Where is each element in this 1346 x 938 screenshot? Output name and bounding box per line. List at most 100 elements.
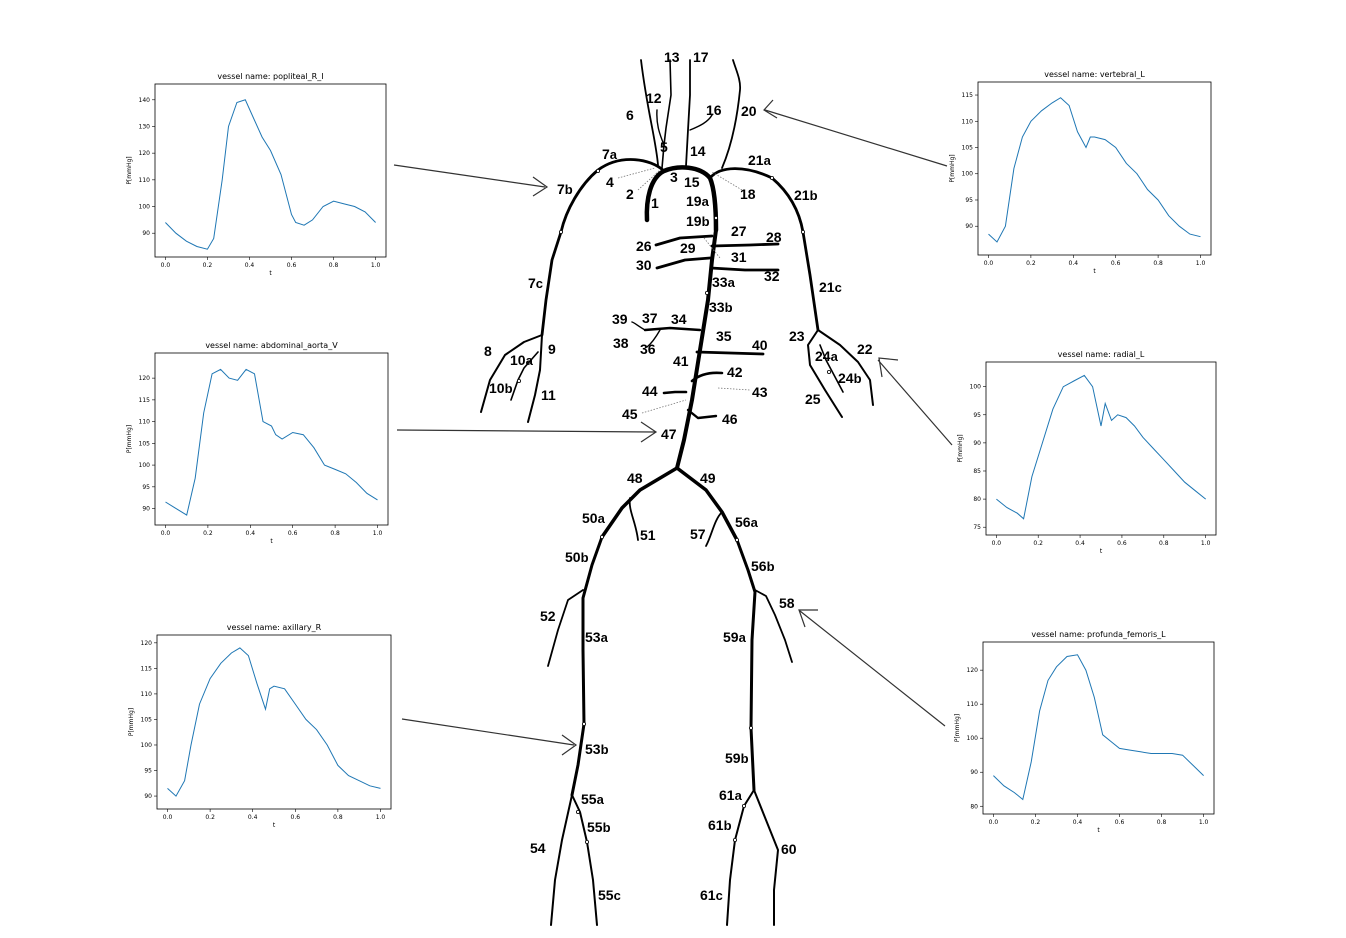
vessel-label-37: 37 [642,310,658,326]
pressure-plot: vessel name: popliteal_R_I 0.0 0.2 0.4 0.6 0.… [126,72,387,277]
vessel-branch-27 [710,242,780,248]
x-tick-label: 0.0 [984,260,994,267]
pressure-plot: vessel name: radial_L 0.0 0.2 0.4 0.6 0.8 1.0 7… [957,350,1217,555]
vessel-label-1: 1 [651,195,659,211]
vessel-right-femoral [570,535,604,797]
vessel-label-10a: 10a [510,352,534,368]
x-tick-label: 0.6 [287,262,297,269]
vessel-right-internal-iliac [628,497,639,541]
x-tick-label: 1.0 [1201,540,1211,547]
vessel-left-tibial-posterior [753,789,779,926]
vessel-left-femoral [735,538,757,792]
x-tick-label: 0.8 [330,530,340,537]
y-tick-label: 105 [141,716,153,723]
x-tick-label: 1.0 [373,530,383,537]
vessel-label-33b: 33b [709,299,733,315]
plot-frame [985,361,1217,536]
plot-title: vessel name: axillary_R [227,623,322,632]
x-tick-label: 0.2 [1031,819,1041,826]
leader-line [703,237,721,259]
plot-title: vessel name: abdominal_aorta_V [205,341,338,350]
node-marker [742,804,747,809]
y-axis-label: P[mmHg] [954,714,961,742]
vessel-label-36: 36 [640,341,656,357]
vessel-branch-42 [690,371,724,383]
node-marker [582,722,587,727]
y-tick-label: 120 [139,150,151,157]
arrow-vertebral [763,99,948,167]
x-tick-label: 0.4 [1073,819,1083,826]
x-tick-label: 0.2 [203,262,213,269]
vessel-label-21c: 21c [819,279,842,295]
vessel-label-21b: 21b [794,187,818,203]
vessel-label-53a: 53a [585,629,609,645]
vessel-left-vertebral [721,59,742,169]
x-tick-label: 0.4 [246,530,256,537]
x-tick-label: 0.8 [1157,819,1167,826]
x-tick-label: 0.6 [291,814,301,821]
vessel-label-7c: 7c [528,275,543,291]
vessel-aorta-thoracic [675,228,718,470]
y-tick-label: 95 [144,768,152,775]
vessel-label-35: 35 [716,328,732,344]
vessel-label-11: 11 [541,387,556,403]
y-axis-label: P[mmHg] [949,154,956,182]
pressure-curve [996,374,1207,520]
vessel-label-14: 14 [690,143,706,159]
x-axis-label: t [273,822,276,829]
y-tick-label: 100 [962,171,974,178]
plot-title: vessel name: popliteal_R_I [217,72,323,81]
vessel-label-46: 46 [722,411,738,427]
vessel-branch-34 [643,326,702,332]
x-axis-label: t [269,270,272,277]
y-tick-label: 115 [141,665,153,672]
x-tick-label: 0.0 [163,814,173,821]
y-tick-label: 90 [142,230,150,237]
vessel-label-16: 16 [706,102,722,118]
y-tick-label: 100 [139,462,151,469]
vessel-label-40: 40 [752,337,768,353]
plot-frame [156,634,392,810]
leader-line [717,387,751,391]
plot-title: vessel name: vertebral_L [1044,70,1145,79]
leader-line [637,169,661,191]
x-tick-label: 0.8 [329,262,339,269]
x-tick-label: 1.0 [376,814,386,821]
pressure-plot: vessel name: abdominal_aorta_V 0.0 0.2 0.4 0… [126,341,389,545]
vessel-label-19b: 19b [686,213,710,229]
vessel-left-internal-iliac [705,511,723,547]
plot-title: vessel name: profunda_femoris_L [1031,630,1166,639]
vessel-label-50a: 50a [582,510,606,526]
leader-line [617,167,656,179]
vessel-left-ulnar [807,329,843,418]
vessel-label-15: 15 [684,174,700,190]
y-tick-label: 100 [141,742,153,749]
y-tick-label: 120 [967,667,979,674]
x-tick-label: 1.0 [1199,819,1209,826]
vessel-label-55a: 55a [581,791,605,807]
y-tick-label: 115 [139,397,151,404]
arterial-tree [480,59,874,926]
vessel-label-13: 13 [664,49,680,65]
y-tick-label: 110 [141,691,153,698]
vessel-left-interosseous [819,344,844,393]
vessel-label-31: 31 [731,249,747,265]
y-tick-label: 110 [139,419,151,426]
vessel-label-10b: 10b [489,380,513,396]
vessel-label-47: 47 [661,426,677,442]
x-tick-label: 0.2 [1033,540,1043,547]
vessel-label-2: 2 [626,186,634,202]
x-axis-label: t [1097,827,1100,834]
vessel-left-ext-branch [689,114,713,131]
pressure-curve [988,97,1201,243]
pressure-plot: vessel name: profunda_femoris_L 0.0 0.2 0.4… [954,630,1215,834]
node-marker [576,810,581,815]
vessel-right-profunda [547,589,584,667]
arrow-radial [877,357,953,446]
vessel-label-51: 51 [640,527,656,543]
x-tick-label: 0.6 [288,530,298,537]
vessel-label-55c: 55c [598,887,621,903]
y-tick-label: 105 [962,145,974,152]
x-tick-label: 0.2 [203,530,213,537]
x-tick-label: 0.2 [1026,260,1036,267]
